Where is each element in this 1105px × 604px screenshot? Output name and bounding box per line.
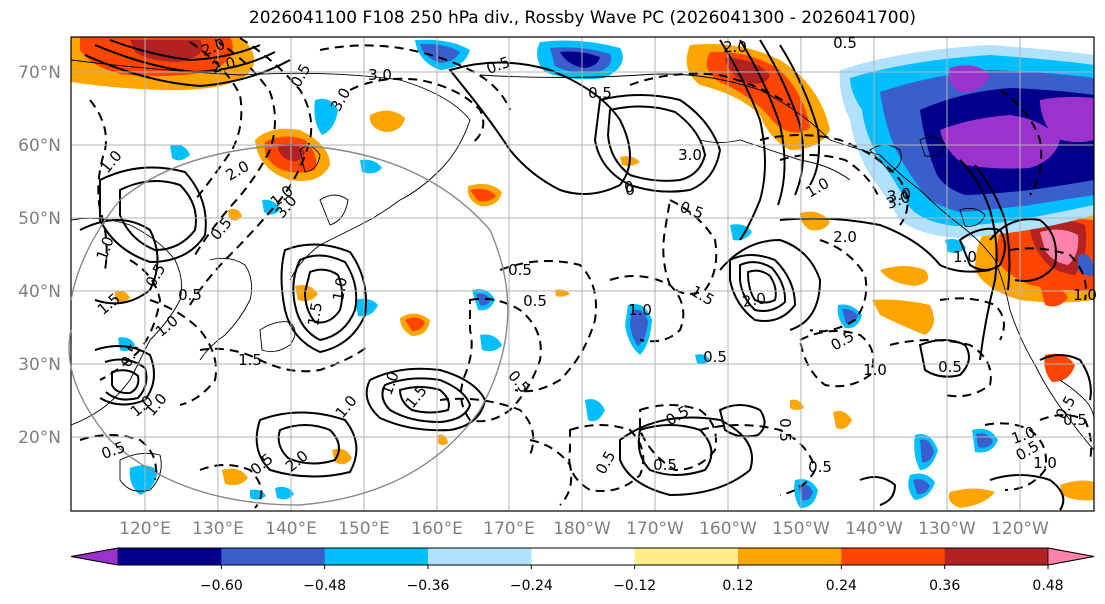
colorbar-segment	[944, 548, 1049, 565]
longitude-label: 140°E	[265, 519, 317, 539]
contour-label: 1.5	[238, 351, 262, 369]
contour-label: 2.0	[741, 289, 768, 311]
contour-label: 0.5	[178, 286, 202, 304]
contour-label: 0.5	[938, 358, 962, 376]
longitude-labels: 120°E 130°E 140°E 150°E 160°E 170°E 180°W 170°W…	[119, 519, 1049, 539]
longitude-label: 180°W	[553, 519, 611, 539]
contour-label: 0.5	[833, 34, 857, 52]
divergence-shading	[71, 37, 1094, 508]
longitude-label: 170°W	[626, 519, 684, 539]
contour-label: 0.5	[776, 418, 794, 442]
longitude-label: 130°W	[918, 519, 976, 539]
longitude-label: 120°W	[991, 519, 1049, 539]
colorbar-tick-label: 0.12	[722, 578, 753, 594]
contour-label: 0.5	[588, 84, 612, 102]
contour-label: 0.5	[1063, 411, 1087, 429]
contour-label: 3.0	[368, 66, 392, 84]
gridlines	[71, 37, 1094, 511]
colorbar-tick-label: −0.60	[200, 578, 243, 594]
latitude-label: 70°N	[18, 63, 61, 83]
longitude-label: 130°E	[192, 519, 244, 539]
colorbar-segment	[841, 548, 946, 565]
latitude-label: 50°N	[18, 209, 61, 229]
colorbar-tick-label: −0.12	[613, 578, 656, 594]
contour-label: 1.0	[628, 301, 652, 319]
colorbar	[70, 547, 1095, 566]
contour-label: 1.0	[1073, 286, 1097, 304]
contour-label: 1.5	[304, 301, 326, 328]
colorbar-outline	[70, 547, 1095, 566]
colorbar-segment	[634, 548, 739, 565]
colorbar-ticks: −0.60 −0.48 −0.36 −0.24 −0.12 0.12 0.24 0.36 0.4…	[200, 565, 1064, 594]
contour-label: 1.0	[863, 361, 887, 379]
contour-label: 0.5	[703, 348, 727, 366]
contour-label: 3.0	[678, 146, 702, 164]
colorbar-segment	[738, 548, 842, 565]
contour-label: 0	[625, 181, 635, 199]
positive-contours	[79, 39, 1092, 511]
contour-label: 3.0	[886, 184, 913, 206]
longitude-label: 160°W	[699, 519, 757, 539]
rossby-wave-circle	[68, 144, 509, 506]
latitude-label: 30°N	[18, 355, 61, 375]
colorbar-segment	[428, 548, 532, 565]
contour-label: 1.0	[1033, 454, 1057, 472]
latitude-label: 20°N	[18, 428, 61, 448]
colorbar-tick-label: 0.36	[929, 578, 960, 594]
map-title: 2026041100 F108 250 hPa div., Rossby Wav…	[248, 8, 917, 28]
colorbar-segment	[70, 547, 119, 566]
contour-label: 2.0	[210, 53, 238, 77]
longitude-label: 150°W	[772, 519, 830, 539]
colorbar-tick-label: −0.36	[407, 578, 450, 594]
contour-label: 2.0	[833, 228, 857, 246]
longitude-label: 120°E	[119, 519, 171, 539]
colorbar-segment	[324, 548, 429, 565]
latitude-label: 40°N	[18, 282, 61, 302]
contour-label: 1.0	[953, 248, 977, 266]
longitude-label: 150°E	[338, 519, 390, 539]
contour-label: 2.0	[723, 38, 747, 56]
latitude-labels: 70°N 60°N 50°N 40°N 30°N 20°N	[18, 63, 61, 448]
colorbar-tick-label: 0.24	[826, 578, 857, 594]
colorbar-segment	[221, 548, 326, 565]
colorbar-tick-label: −0.48	[303, 578, 346, 594]
longitude-label: 140°W	[845, 519, 903, 539]
colorbar-tick-label: 0.48	[1032, 578, 1063, 594]
longitude-label: 170°E	[483, 519, 535, 539]
map-panel	[70, 36, 1095, 512]
longitude-label: 160°E	[411, 519, 463, 539]
contour-label: 0.5	[508, 261, 532, 279]
colorbar-segment	[1047, 547, 1095, 566]
contour-label: 0.5	[653, 456, 677, 474]
colorbar-segment	[531, 548, 636, 565]
contour-label: 0	[623, 177, 636, 196]
contour-label: 0.5	[523, 292, 547, 310]
colorbar-segment	[118, 548, 222, 565]
coastlines	[71, 59, 1094, 492]
contour-label: 1.0	[329, 276, 351, 303]
colorbar-tick-label: −0.24	[510, 578, 553, 594]
latitude-label: 60°N	[18, 136, 61, 156]
contour-label: 0.5	[808, 458, 832, 476]
